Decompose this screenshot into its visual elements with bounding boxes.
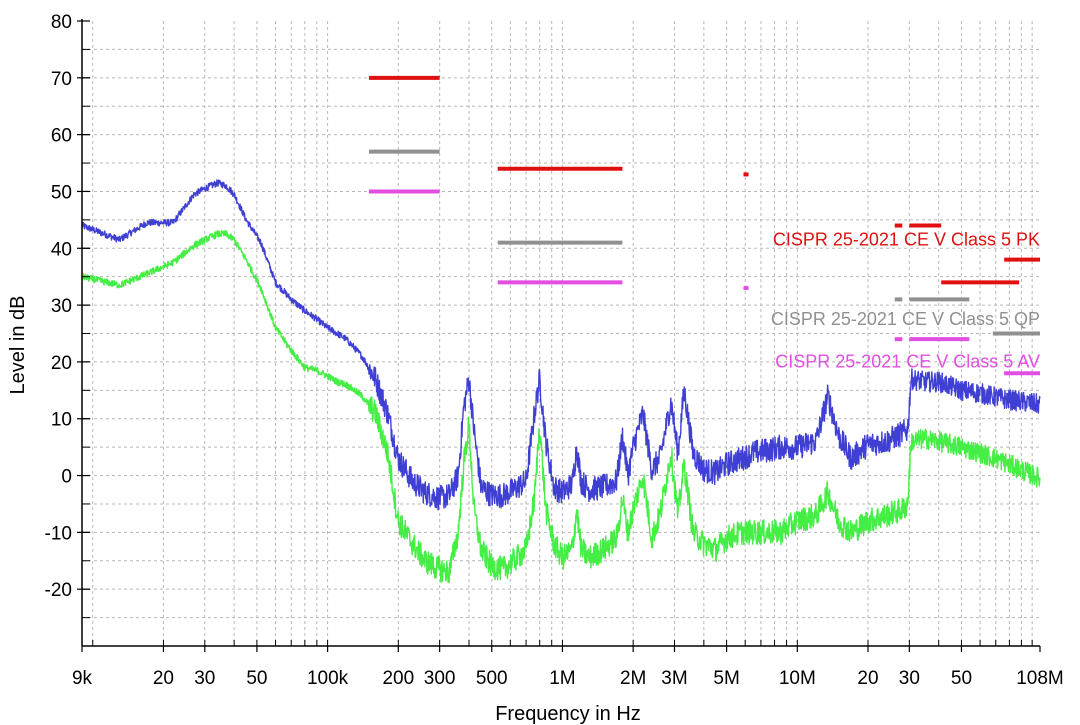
x-tick-label: 9k xyxy=(72,668,93,689)
y-tick-label: 20 xyxy=(51,353,72,374)
y-tick-label: 0 xyxy=(61,467,72,488)
y-tick-label: -20 xyxy=(45,580,72,601)
x-tick-label: 500 xyxy=(476,668,508,689)
axes xyxy=(77,19,1041,652)
average-trace xyxy=(81,229,1041,584)
peak-trace xyxy=(81,179,1041,511)
y-tick-label: 60 xyxy=(51,126,72,147)
x-tick-label: 30 xyxy=(194,668,215,689)
x-tick-label: 30 xyxy=(899,668,920,689)
limit-label: CISPR 25-2021 CE V Class 5 AV xyxy=(775,352,1040,372)
limit-label: CISPR 25-2021 CE V Class 5 QP xyxy=(771,309,1040,329)
x-tick-label: 50 xyxy=(951,668,972,689)
grid xyxy=(82,21,1040,646)
x-tick-label: 2M xyxy=(620,668,646,689)
x-axis-title: Frequency in Hz xyxy=(495,703,641,725)
tick-labels: -20 -10 0 10 20 30 40 50 60 70 80 9k 20 30 50 100k 200 30… xyxy=(45,12,1064,689)
y-tick-label: 80 xyxy=(51,12,72,33)
y-tick-label: -10 xyxy=(45,523,72,544)
x-tick-label: 200 xyxy=(382,668,414,689)
y-tick-label: 10 xyxy=(51,410,72,431)
x-tick-label: 20 xyxy=(857,668,878,689)
x-tick-label: 1M xyxy=(549,668,575,689)
x-tick-label: 10M xyxy=(779,668,816,689)
x-tick-label: 108M xyxy=(1016,668,1064,689)
y-tick-label: 30 xyxy=(51,296,72,317)
limit-label: CISPR 25-2021 CE V Class 5 PK xyxy=(773,229,1040,249)
y-axis-title: Level in dB xyxy=(7,296,29,395)
x-tick-label: 5M xyxy=(713,668,739,689)
x-tick-label: 50 xyxy=(246,668,267,689)
x-tick-label: 20 xyxy=(153,668,174,689)
y-tick-label: 40 xyxy=(51,239,72,260)
x-tick-label: 300 xyxy=(424,668,456,689)
y-tick-label: 70 xyxy=(51,69,72,90)
limit-lines xyxy=(368,75,1040,376)
x-tick-label: 100k xyxy=(307,668,349,689)
y-tick-label: 50 xyxy=(51,182,72,203)
traces xyxy=(81,179,1041,584)
x-tick-label: 3M xyxy=(661,668,687,689)
